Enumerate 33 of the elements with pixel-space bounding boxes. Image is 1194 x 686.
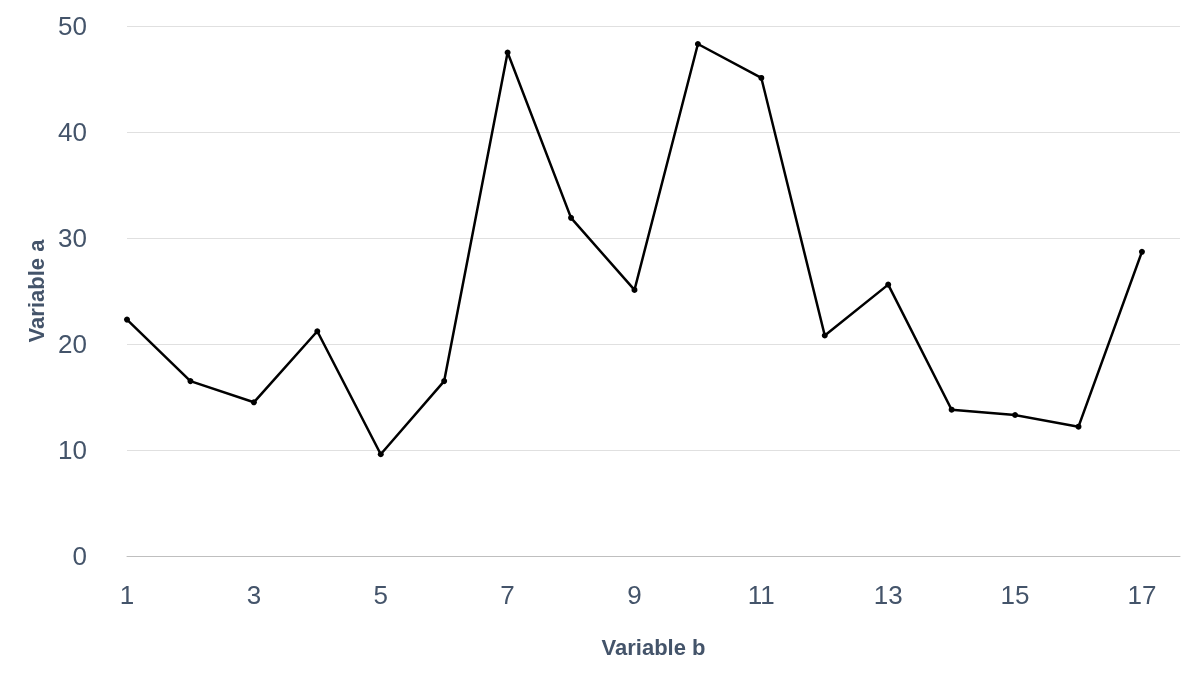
- point: [568, 214, 575, 221]
- point: [694, 41, 701, 48]
- y-axis-title: Variable a: [23, 238, 49, 343]
- y-tick-label: 10: [58, 435, 87, 465]
- point: [250, 399, 257, 406]
- point: [441, 378, 448, 385]
- x-tick-label: 3: [246, 580, 262, 610]
- x-tick-label: 9: [627, 580, 642, 610]
- y-tick-label: 30: [58, 223, 87, 253]
- point: [187, 378, 194, 385]
- point: [1012, 412, 1019, 419]
- point: [885, 281, 892, 288]
- y-tick-label: 40: [58, 117, 87, 147]
- x-tick-label: 13: [873, 580, 903, 610]
- point: [377, 451, 384, 458]
- x-tick-label: 7: [500, 580, 515, 610]
- x-tick-label: 1: [119, 580, 135, 610]
- point: [504, 49, 511, 56]
- x-tick-label: 5: [373, 580, 388, 610]
- point: [1138, 248, 1145, 255]
- point: [821, 332, 828, 339]
- y-tick-label: 50: [58, 11, 87, 41]
- x-tick-label: 17: [1127, 580, 1157, 610]
- x-tick-label: 15: [1000, 580, 1030, 610]
- point: [124, 316, 130, 323]
- point: [948, 406, 955, 413]
- y-tick-label: 20: [58, 329, 87, 359]
- x-axis-title: Variable b: [601, 634, 706, 660]
- point: [758, 74, 765, 81]
- point: [314, 328, 321, 335]
- y-tick-label: 0: [72, 541, 87, 571]
- point: [631, 286, 638, 293]
- x-tick-label: 11: [747, 580, 775, 610]
